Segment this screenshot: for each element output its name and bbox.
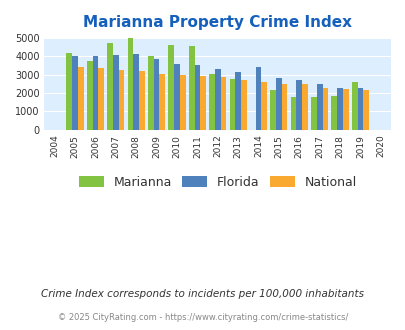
Bar <box>316 84 322 130</box>
Bar <box>234 73 241 130</box>
Bar <box>72 56 78 130</box>
Bar <box>342 89 348 130</box>
Bar <box>127 38 133 130</box>
Bar <box>179 75 185 130</box>
Bar <box>214 69 220 130</box>
Bar <box>275 78 281 130</box>
Bar <box>113 54 118 130</box>
Bar <box>194 65 200 130</box>
Bar <box>148 55 153 130</box>
Bar <box>290 97 296 130</box>
Title: Marianna Property Crime Index: Marianna Property Crime Index <box>83 15 352 30</box>
Bar <box>139 71 145 130</box>
Text: © 2025 CityRating.com - https://www.cityrating.com/crime-statistics/: © 2025 CityRating.com - https://www.city… <box>58 313 347 322</box>
Bar <box>133 54 139 130</box>
Legend: Marianna, Florida, National: Marianna, Florida, National <box>73 171 361 194</box>
Bar <box>188 46 194 130</box>
Bar <box>362 90 368 130</box>
Bar <box>296 80 301 130</box>
Bar <box>87 61 92 130</box>
Bar <box>322 88 327 130</box>
Bar <box>174 64 179 130</box>
Bar <box>220 77 226 130</box>
Bar <box>78 67 83 130</box>
Bar <box>159 74 165 130</box>
Bar <box>153 59 159 130</box>
Bar <box>66 53 72 130</box>
Bar <box>337 88 342 130</box>
Bar <box>98 68 104 130</box>
Bar <box>330 96 337 130</box>
Bar <box>357 88 362 130</box>
Bar <box>200 76 205 130</box>
Bar <box>209 74 214 130</box>
Bar <box>351 82 357 130</box>
Bar <box>107 43 113 130</box>
Text: Crime Index corresponds to incidents per 100,000 inhabitants: Crime Index corresponds to incidents per… <box>41 289 364 299</box>
Bar <box>301 84 307 130</box>
Bar <box>261 82 266 130</box>
Bar <box>241 80 246 130</box>
Bar <box>168 45 174 130</box>
Bar <box>255 67 261 130</box>
Bar <box>229 79 234 130</box>
Bar <box>310 97 316 130</box>
Bar <box>92 56 98 130</box>
Bar <box>270 90 275 130</box>
Bar <box>118 70 124 130</box>
Bar <box>281 84 287 130</box>
